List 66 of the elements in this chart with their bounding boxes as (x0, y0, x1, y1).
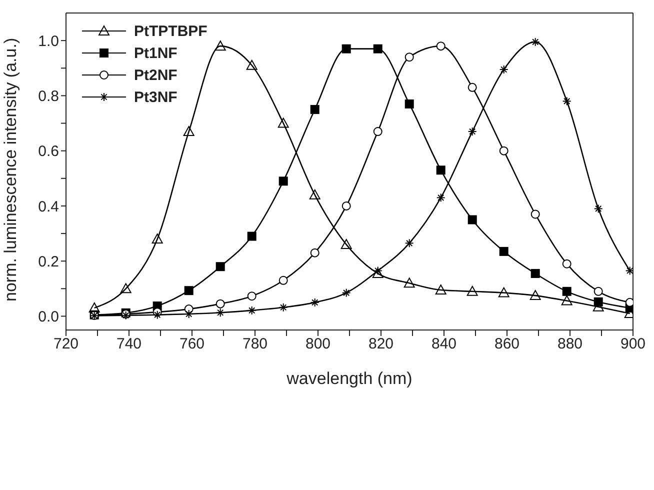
point (278, 176, 288, 186)
point (466, 286, 478, 296)
y-tick-label: 0.6 (38, 143, 59, 160)
point (498, 287, 510, 298)
point (216, 299, 225, 308)
point (340, 239, 352, 250)
y-tick-label: 0.4 (38, 198, 59, 216)
point (530, 290, 541, 300)
point (342, 201, 351, 210)
x-tick-label: 900 (620, 336, 646, 353)
legend-label: Pt1NF (134, 44, 178, 62)
point (372, 268, 384, 278)
x-tick-label: 740 (116, 336, 142, 353)
point (435, 284, 446, 295)
point (373, 127, 382, 136)
point (468, 82, 477, 92)
point (562, 259, 572, 268)
point (404, 278, 415, 288)
point (436, 166, 446, 175)
point (216, 262, 225, 272)
point (594, 297, 603, 306)
x-tick-label: 860 (494, 336, 520, 353)
point (278, 276, 288, 285)
x-tick-label: 820 (368, 336, 394, 353)
point (246, 60, 258, 70)
point (436, 42, 446, 51)
x-tick-label: 840 (431, 336, 457, 353)
point (468, 215, 477, 224)
point (309, 189, 320, 200)
point (404, 99, 414, 108)
y-tick-label: 0.0 (38, 308, 59, 326)
point (625, 298, 633, 307)
y-axis-title: norm. luminescence intensity (a.u.) (1, 38, 20, 302)
point (373, 44, 382, 54)
point (214, 40, 226, 51)
point (499, 146, 508, 156)
point (247, 292, 256, 301)
y-tick-label: 0.8 (38, 88, 59, 106)
y-tick-label: 1.0 (38, 32, 59, 50)
point (152, 234, 163, 244)
point (404, 52, 414, 62)
legend-label: Pt3NF (134, 88, 178, 106)
point (247, 232, 256, 241)
legend-label: PtTPTBPF (134, 22, 208, 40)
legend-label: Pt2NF (134, 66, 178, 84)
y-tick-label: 0.2 (38, 253, 59, 270)
point (184, 286, 194, 296)
point (594, 286, 603, 296)
point (561, 295, 572, 306)
point (562, 286, 572, 296)
point (530, 268, 540, 278)
point (120, 283, 132, 294)
point (499, 246, 508, 256)
x-tick-label: 760 (179, 336, 205, 353)
x-tick-label: 720 (53, 336, 79, 353)
point (530, 210, 540, 219)
x-tick-label: 880 (557, 336, 583, 353)
x-tick-label: 780 (242, 336, 268, 353)
x-axis-title: wavelength (nm) (286, 369, 412, 388)
point (310, 248, 320, 258)
point (88, 302, 100, 312)
point (183, 126, 194, 136)
point (278, 118, 289, 128)
point (310, 104, 320, 114)
x-tick-label: 800 (305, 336, 331, 353)
point (342, 44, 351, 54)
